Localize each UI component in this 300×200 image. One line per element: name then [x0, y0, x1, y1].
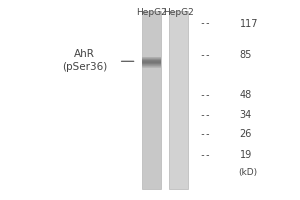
Bar	[142, 57, 161, 58]
Bar	[142, 57, 161, 58]
Bar	[142, 11, 161, 189]
Text: 117: 117	[240, 19, 258, 29]
Text: 19: 19	[240, 150, 252, 160]
Bar	[142, 62, 161, 63]
Bar	[142, 63, 161, 64]
Bar	[142, 59, 161, 60]
Text: --: --	[199, 90, 211, 100]
Bar	[142, 60, 161, 61]
Bar	[142, 62, 161, 63]
Bar	[169, 11, 188, 189]
Text: --: --	[199, 129, 211, 139]
Text: HepG2: HepG2	[136, 8, 167, 17]
Text: 48: 48	[240, 90, 252, 100]
Text: AhR: AhR	[74, 49, 95, 59]
Text: --: --	[199, 110, 211, 120]
Text: --: --	[199, 150, 211, 160]
Bar	[142, 65, 161, 66]
Text: --: --	[199, 19, 211, 29]
Bar	[142, 67, 161, 68]
Text: (kD): (kD)	[238, 168, 257, 177]
Text: 26: 26	[240, 129, 252, 139]
Bar	[142, 58, 161, 59]
Text: 85: 85	[240, 50, 252, 60]
Bar	[142, 64, 161, 65]
Bar	[142, 58, 161, 59]
Text: --: --	[199, 50, 211, 60]
Text: (pSer36): (pSer36)	[62, 62, 107, 72]
Text: 34: 34	[240, 110, 252, 120]
Bar	[142, 65, 161, 66]
Bar	[142, 61, 161, 62]
Bar	[142, 66, 161, 67]
Bar	[142, 66, 161, 67]
Text: HepG2: HepG2	[163, 8, 194, 17]
Bar	[142, 61, 161, 62]
